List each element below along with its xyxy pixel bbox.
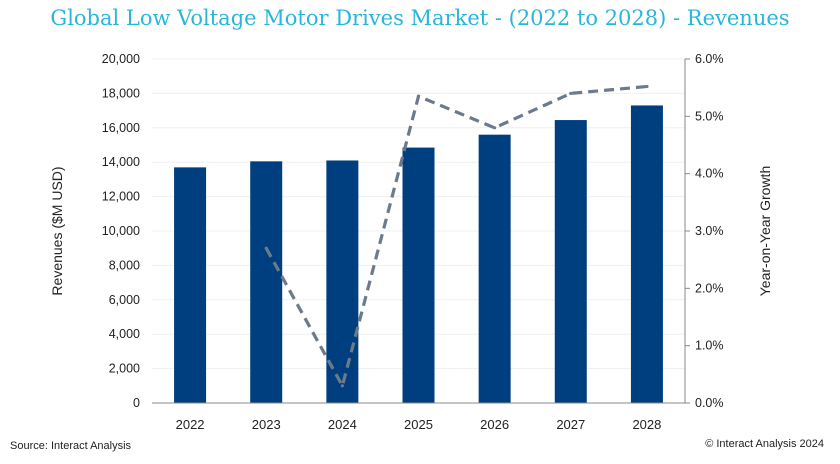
bar-2022 <box>174 167 207 403</box>
y-tick-label: 2,000 <box>109 362 140 376</box>
chart-title: Global Low Voltage Motor Drives Market -… <box>50 6 790 30</box>
y-tick-label: 6,000 <box>109 293 140 307</box>
x-tick-label: 2022 <box>176 417 205 432</box>
x-tick-label: 2027 <box>556 417 585 432</box>
growth-point-2023 <box>264 246 268 250</box>
x-tick-label: 2028 <box>632 417 661 432</box>
y2-tick-label: 3.0% <box>695 224 724 238</box>
axes <box>152 58 690 404</box>
source-note: Source: Interact Analysis <box>10 440 132 452</box>
y-axis-title: Revenues ($M USD) <box>49 166 65 295</box>
y-tick-label: 12,000 <box>102 190 140 204</box>
bar-2028 <box>630 105 663 403</box>
x-tick-label: 2023 <box>252 417 281 432</box>
bar-2027 <box>554 120 587 403</box>
y-tick-label: 14,000 <box>102 155 140 169</box>
y2-axis-title: Year-on-Year Growth <box>757 166 773 296</box>
y-tick-label: 0 <box>133 396 140 410</box>
growth-point-2028 <box>645 84 649 89</box>
growth-point-2024 <box>340 384 344 388</box>
y-tick-label: 4,000 <box>109 327 140 341</box>
y2-tick-label: 1.0% <box>695 339 724 353</box>
axis-labels: 0 2,000 4,000 6,000 8,000 10,000 12,000 14,000 1… <box>49 52 773 432</box>
y-tick-label: 8,000 <box>109 258 140 272</box>
y2-tick-label: 0.0% <box>695 396 724 410</box>
y2-tick-label: 4.0% <box>695 167 724 181</box>
bar-2025 <box>402 147 435 403</box>
y2-tick-label: 6.0% <box>695 52 724 66</box>
y2-tick-label: 5.0% <box>695 109 724 123</box>
bar-2024 <box>326 160 359 403</box>
y2-tick-label: 2.0% <box>695 281 724 295</box>
growth-line <box>264 84 649 388</box>
bar-2023 <box>250 161 283 403</box>
y-tick-label: 16,000 <box>102 121 140 135</box>
revenue-bars <box>174 105 663 403</box>
growth-point-2027 <box>569 91 573 95</box>
growth-series-line <box>264 84 648 388</box>
y-tick-label: 18,000 <box>102 86 140 100</box>
y-tick-label: 10,000 <box>102 224 140 238</box>
growth-point-2025 <box>416 94 421 98</box>
y-tick-label: 20,000 <box>102 52 140 66</box>
x-tick-label: 2025 <box>404 417 433 432</box>
x-tick-label: 2024 <box>328 417 357 432</box>
bar-2026 <box>478 134 511 403</box>
growth-point-2026 <box>493 126 497 130</box>
copyright-note: © Interact Analysis 2024 <box>705 438 824 450</box>
x-tick-label: 2026 <box>480 417 509 432</box>
